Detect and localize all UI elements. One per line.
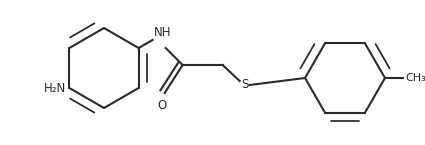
Text: O: O xyxy=(157,99,166,112)
Text: CH₃: CH₃ xyxy=(405,73,425,83)
Text: H₂N: H₂N xyxy=(44,81,66,95)
Text: NH: NH xyxy=(154,26,171,39)
Text: S: S xyxy=(241,78,248,91)
